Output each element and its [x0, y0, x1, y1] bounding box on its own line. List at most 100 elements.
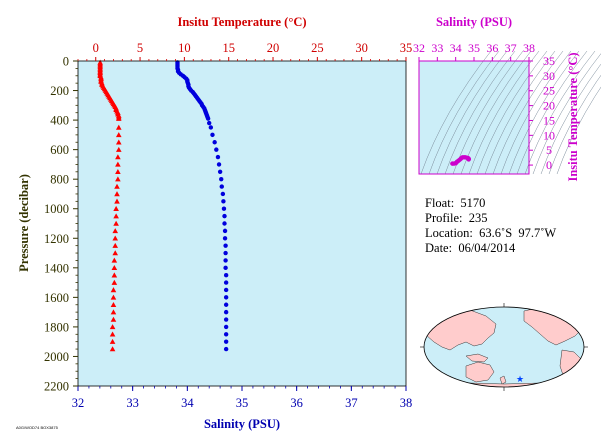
salinity-point [223, 332, 229, 337]
pressure-tick-label: 2200 [44, 380, 69, 394]
ts-temperature-tick-label: 10 [543, 128, 555, 142]
temperature-point [112, 235, 119, 241]
salinity-point [215, 154, 221, 160]
ts-salinity-axis-title: Salinity (PSU) [436, 15, 512, 29]
ts-temperature-tick-label: 20 [543, 99, 555, 113]
salinity-point [223, 243, 228, 248]
ts-density-contour [420, 50, 492, 175]
salinity-point [219, 184, 224, 189]
ts-point [466, 157, 471, 162]
ts-salinity-tick-label: 38 [523, 41, 535, 55]
ts-temperature-tick-label: 0 [546, 158, 552, 172]
temperature-point [111, 279, 118, 285]
temperature-tick-label: 25 [311, 41, 324, 55]
temperature-point [115, 146, 122, 152]
ts-salinity-tick-label: 32 [413, 41, 425, 55]
temperature-point [109, 324, 116, 330]
ts-density-contour [492, 50, 564, 175]
ts-salinity-top-axis: 32 33 34 35 36 37 38 [413, 41, 535, 61]
ts-temperature-tick-label: 30 [543, 69, 555, 83]
float-location-label: Location: 63.6˚S 97.7˚W [425, 226, 557, 240]
salinity-point [210, 132, 215, 138]
footer-tag: A0G/WOD74 BOX3875 [16, 425, 58, 430]
ts-density-contour [516, 50, 588, 175]
salinity-point [223, 280, 229, 285]
profile-plot-background [78, 61, 406, 386]
map-land-indonesia [465, 353, 489, 363]
pressure-tick-label: 1400 [44, 261, 69, 275]
salinity-point [223, 317, 229, 322]
pressure-tick-label: 1800 [44, 320, 69, 334]
temperature-point [113, 213, 119, 219]
temperature-top-axis: 0 5 10 15 20 25 30 35 [77, 41, 413, 61]
temperature-point [113, 220, 119, 226]
map-land-australia [465, 361, 495, 383]
salinity-point [212, 140, 217, 145]
ts-temperature-axis-title: Insitu Temperature (°C) [566, 52, 580, 181]
temperature-point [109, 338, 116, 344]
temperature-point [110, 294, 117, 300]
ts-density-contour [444, 50, 516, 175]
salinity-point [214, 147, 219, 152]
map-land-new-zealand [499, 375, 507, 385]
temperature-tick-label: 20 [267, 41, 280, 55]
ts-density-contour [548, 74, 601, 175]
salinity-point [207, 120, 212, 126]
pressure-tick-label: 2000 [44, 350, 69, 364]
salinity-point [220, 191, 226, 197]
salinity-point [219, 176, 224, 182]
pressure-tick-label: 1200 [44, 232, 69, 246]
salinity-point [223, 287, 229, 293]
temperature-point [115, 132, 122, 138]
salinity-bottom-axis: 32 33 34 35 36 37 38 [72, 386, 412, 410]
salinity-point [222, 213, 227, 219]
salinity-point [223, 273, 229, 278]
salinity-tick-label: 33 [126, 396, 139, 410]
temperature-point [115, 124, 122, 130]
ts-salinity-tick-label: 33 [431, 41, 443, 55]
temperature-point [112, 250, 119, 256]
temperature-tick-label: 5 [137, 41, 143, 55]
pressure-tick-label: 1000 [44, 202, 69, 216]
profile-date-label: Date: 06/04/2014 [425, 241, 516, 255]
ts-temperature-tick-label: 25 [543, 84, 555, 98]
salinity-point [216, 162, 222, 167]
temperature-point [109, 346, 116, 352]
float-location-marker: ★ [516, 374, 524, 384]
ts-temperature-tick-label: 5 [546, 143, 552, 157]
pressure-tick-label: 0 [63, 55, 69, 69]
salinity-point [205, 116, 211, 121]
ts-temperature-tick-label: 15 [543, 113, 555, 127]
profile-plot: 0 5 10 15 20 25 30 35 32 33 34 35 36 37 38 0 200 400 600… [17, 15, 412, 431]
temperature-point [115, 139, 122, 145]
salinity-point [223, 295, 229, 300]
float-id-label: Float: 5170 [425, 196, 486, 210]
ts-density-contour [508, 50, 580, 175]
ts-salinity-tick-label: 37 [505, 41, 517, 55]
salinity-point [223, 346, 229, 352]
salinity-tick-label: 34 [181, 396, 194, 410]
temperature-point [115, 176, 121, 182]
temperature-axis-title: Insitu Temperature (°C) [177, 15, 306, 29]
salinity-tick-label: 36 [290, 396, 303, 410]
ts-density-contour [556, 86, 601, 175]
temperature-point [115, 168, 121, 175]
ts-density-contour [524, 50, 596, 175]
temperature-point [115, 115, 122, 121]
ts-salinity-tick-label: 35 [468, 41, 480, 55]
salinity-tick-label: 32 [72, 396, 85, 410]
temperature-point [114, 183, 120, 189]
salinity-point [221, 199, 226, 204]
profile-number-label: Profile: 235 [425, 211, 488, 225]
pressure-tick-label: 400 [50, 114, 69, 128]
temperature-point [111, 272, 118, 278]
temperature-point [110, 287, 117, 293]
pressure-axis-title: Pressure (decibar) [17, 174, 31, 272]
ts-density-contour [476, 50, 548, 175]
ts-density-contour [484, 50, 556, 175]
salinity-point [223, 309, 229, 315]
temperature-tick-label: 35 [400, 41, 413, 55]
temperature-tick-label: 10 [178, 41, 191, 55]
